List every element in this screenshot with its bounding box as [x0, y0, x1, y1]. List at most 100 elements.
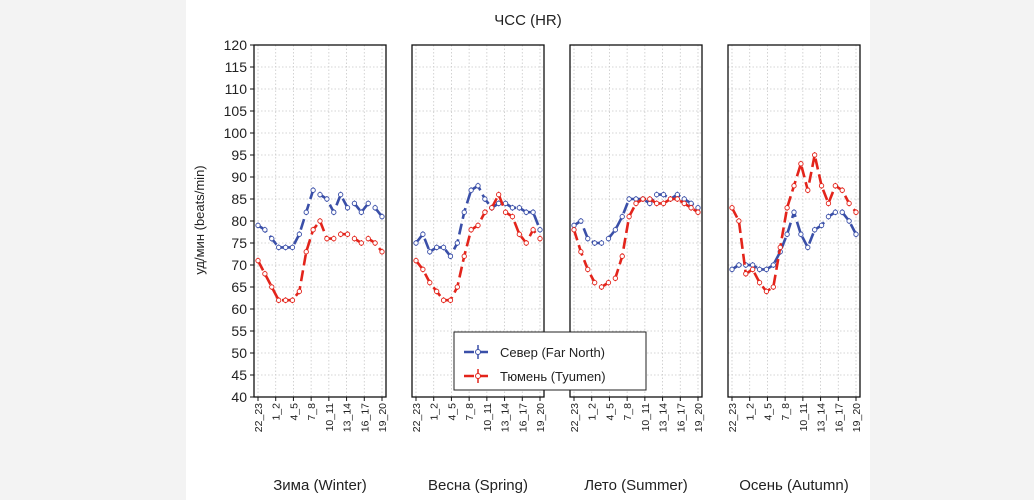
data-point — [798, 231, 804, 237]
data-point — [454, 284, 460, 290]
y-axis-label: уд/мин (beats/min) — [192, 165, 207, 274]
data-point — [832, 209, 838, 215]
data-point — [660, 200, 667, 207]
data-point — [729, 205, 735, 211]
data-point — [523, 240, 529, 246]
data-point — [310, 187, 316, 193]
y-tick-label: 85 — [231, 191, 247, 207]
data-point — [502, 209, 509, 215]
data-point — [365, 235, 371, 242]
data-point — [262, 227, 268, 233]
x-tick-label: 4_5 — [762, 403, 774, 421]
data-point — [537, 227, 543, 233]
data-point — [784, 231, 790, 237]
y-tick-label: 75 — [231, 235, 247, 251]
x-tick-label: 10_11 — [482, 403, 494, 432]
data-point — [289, 244, 296, 251]
data-point — [853, 231, 859, 237]
data-point — [420, 266, 426, 273]
data-point — [743, 271, 749, 277]
data-point — [763, 288, 770, 295]
data-point — [303, 249, 309, 255]
x-tick-label: 22_23 — [253, 403, 265, 432]
data-point — [660, 191, 667, 198]
data-point — [461, 209, 467, 215]
x-tick-label: 13_14 — [342, 403, 354, 432]
x-tick-label: 1_2 — [271, 403, 283, 421]
data-point — [578, 218, 584, 224]
data-point — [818, 222, 825, 229]
y-tick-label: 45 — [231, 367, 247, 383]
data-point — [598, 284, 605, 290]
x-tick-label: 19_20 — [693, 403, 705, 432]
data-point — [619, 253, 625, 259]
panel-label: Осень (Autumn) — [739, 477, 848, 494]
x-tick-label: 16_17 — [517, 403, 529, 432]
x-tick-label: 7_8 — [622, 403, 634, 421]
data-point — [791, 209, 797, 215]
data-point — [282, 244, 289, 251]
data-point — [262, 271, 268, 277]
data-point — [818, 183, 825, 189]
data-point — [516, 231, 522, 237]
legend: Север (Far North) Тюмень (Tyumen) — [453, 331, 647, 391]
y-tick-label: 115 — [225, 59, 248, 75]
data-point — [846, 218, 852, 224]
data-point — [654, 191, 660, 198]
data-point — [447, 297, 454, 303]
x-tick-label: 4_5 — [446, 403, 458, 421]
data-point — [379, 213, 385, 220]
data-point — [598, 240, 605, 246]
data-point — [592, 240, 598, 246]
data-point — [750, 266, 756, 273]
panel-label: Лето (Summer) — [584, 477, 688, 494]
data-point — [276, 244, 282, 251]
data-point — [626, 213, 632, 220]
data-point — [440, 297, 447, 303]
data-point — [440, 244, 447, 251]
data-point — [674, 196, 680, 202]
data-point — [770, 284, 776, 290]
data-point — [791, 183, 797, 189]
data-point — [276, 297, 282, 303]
data-point — [784, 205, 790, 211]
data-point — [626, 196, 632, 202]
data-point — [379, 249, 385, 255]
data-point — [509, 213, 516, 220]
data-point — [468, 227, 474, 233]
data-point — [585, 235, 591, 242]
legend-label-tyumen: Тюмень (Tyumen) — [500, 369, 606, 384]
data-point — [585, 266, 591, 273]
panel-2: 22_23 1_2 4_5 7_8 10_11 13_14 16_17 19_20 Весна … — [411, 44, 547, 494]
series-line-tyumen — [256, 219, 384, 302]
legend-box — [453, 331, 647, 391]
data-point — [351, 200, 358, 207]
data-point — [413, 240, 419, 246]
data-point — [756, 266, 763, 273]
panel-frame — [727, 44, 861, 398]
x-tick-label: 7_8 — [464, 403, 476, 421]
legend-marker-tyumen — [475, 373, 481, 379]
data-point — [805, 244, 811, 251]
x-tick-label: 10_11 — [798, 403, 810, 432]
data-point — [612, 275, 618, 281]
data-point — [331, 235, 337, 242]
data-point — [475, 183, 481, 189]
data-point — [427, 279, 433, 286]
data-point — [454, 240, 460, 246]
data-point — [269, 284, 275, 290]
panel-frame — [569, 44, 703, 398]
data-point — [729, 266, 735, 273]
data-point — [296, 288, 302, 295]
data-point — [310, 227, 316, 233]
data-point — [372, 205, 378, 211]
data-point — [269, 235, 275, 242]
data-point — [420, 231, 426, 237]
data-point — [805, 187, 811, 193]
data-point — [825, 200, 832, 207]
panel-3: 22_23 1_2 4_5 7_8 10_11 13_14 16_17 19_20 Лето (… — [569, 44, 705, 494]
data-point — [358, 209, 364, 215]
y-tick-label: 105 — [224, 103, 248, 119]
data-point — [296, 231, 302, 237]
data-point — [605, 279, 612, 286]
